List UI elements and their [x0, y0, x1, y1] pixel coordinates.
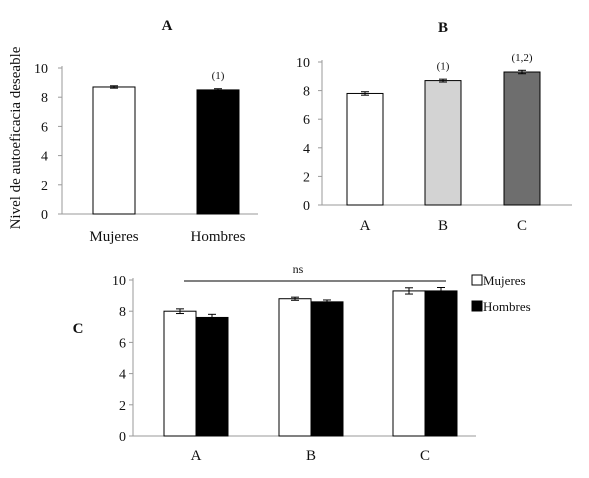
bar-c [503, 71, 541, 206]
category-label: B [306, 448, 316, 464]
y-tick-label: 0 [119, 430, 126, 445]
category-label: B [438, 218, 448, 234]
panel-title: B [438, 20, 448, 36]
bar-hombres-c [424, 290, 458, 437]
y-tick-label: 0 [41, 208, 48, 223]
y-tick-label: 4 [119, 368, 126, 383]
category-label: A [191, 448, 202, 464]
y-axis-label: Nivel de autoeficacia deseable [8, 46, 24, 229]
significance-label: (1) [212, 70, 225, 82]
bar-mujeres [92, 86, 136, 215]
category-label: C [420, 448, 430, 464]
legend-swatch-mujeres [471, 274, 483, 286]
bar-mujeres-a [163, 310, 197, 437]
y-tick-label: 0 [303, 199, 310, 214]
bar-hombres-a [195, 316, 229, 437]
bar-mujeres-b [278, 298, 312, 437]
y-tick-label: 6 [119, 336, 126, 351]
y-tick-label: 10 [34, 62, 48, 77]
y-tick-label: 4 [41, 150, 48, 165]
y-tick-label: 2 [303, 170, 310, 185]
panel-a: 0 2 4 6 8 10 A Mujeres Hombres (1) [34, 18, 258, 245]
y-tick-label: 8 [41, 91, 48, 106]
bar-a [346, 92, 384, 206]
legend-swatch-hombres [471, 300, 483, 312]
legend-label-hombres: Hombres [483, 299, 531, 314]
legend: Mujeres Hombres [471, 273, 531, 314]
y-tick-label: 2 [119, 399, 126, 414]
legend-label-mujeres: Mujeres [483, 273, 526, 288]
ns-label: ns [293, 262, 304, 276]
category-label: Mujeres [89, 229, 138, 245]
significance-label: (1,2) [511, 52, 532, 64]
panel-b: 0 2 4 6 8 10 B A B C (1) (1,2) [296, 20, 572, 234]
category-label: C [517, 218, 527, 234]
bar-mujeres-c [392, 290, 426, 437]
y-tick-label: 10 [112, 274, 126, 289]
y-tick-label: 6 [41, 120, 48, 135]
significance-label: (1) [437, 61, 450, 73]
y-tick-label: 10 [296, 56, 310, 71]
bar-hombres [196, 89, 240, 215]
category-label: A [360, 218, 371, 234]
y-tick-label: 6 [303, 113, 310, 128]
category-label: Hombres [191, 229, 246, 245]
y-tick-label: 4 [303, 142, 310, 157]
panel-title: C [73, 321, 84, 337]
panel-c: 0 2 4 6 8 10 C A B Cns Mujeres Hombres [73, 262, 531, 464]
bar-hombres-b [310, 301, 344, 437]
y-tick-label: 8 [303, 85, 310, 100]
y-tick-label: 8 [119, 305, 126, 320]
y-tick-label: 2 [41, 179, 48, 194]
bar-b [424, 80, 462, 206]
panel-title: A [162, 18, 173, 34]
